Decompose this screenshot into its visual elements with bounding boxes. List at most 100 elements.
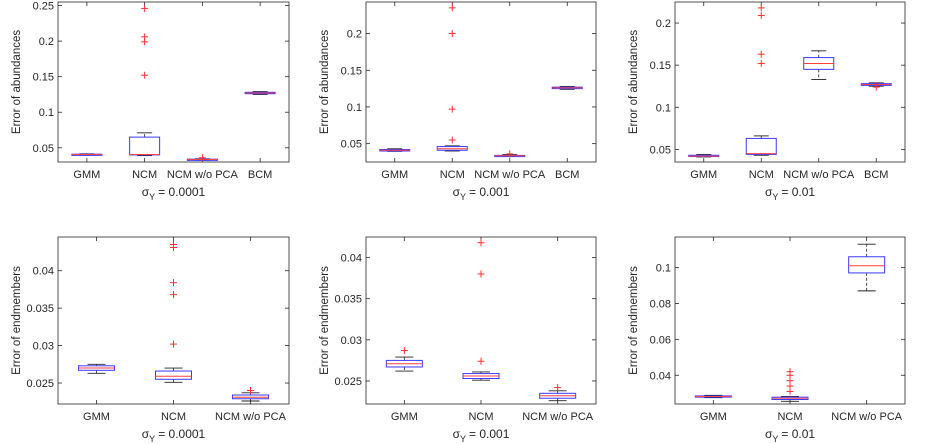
outlier-marker [141,4,149,12]
outlier-marker [170,279,177,287]
axes-frame [365,1,597,163]
x-axis-label-symbol: σ [453,427,461,441]
x-axis-label: σY = 0.001 [453,185,510,202]
x-tick-label: NCM [468,411,493,423]
y-axis-label: Error of endmembers [319,266,331,375]
outlier-marker [170,291,177,299]
outlier-marker [448,136,456,144]
outlier-marker [786,368,794,376]
box-gmm [71,153,103,156]
box-ncm-w-o-pca [186,154,218,162]
y-tick-label: 0.2 [656,18,671,30]
y-tick-label: 0.08 [650,298,671,310]
x-axis-label: σY = 0.01 [765,185,815,202]
y-tick-label: 0.1 [656,263,671,275]
y-tick-label: 0.04 [650,370,671,382]
x-tick-label: BCM [864,169,888,181]
y-tick-label: 0.035 [334,294,362,306]
x-tick-label: NCM [777,411,802,423]
y-tick-label: 0.1 [347,102,362,114]
outlier-marker [141,33,149,41]
y-tick-label: 0.2 [39,36,54,48]
x-axis-label: σY = 0.001 [453,427,510,444]
box-ncm-w-o-pca [848,243,886,292]
y-tick-label: 0.06 [650,334,671,346]
x-axis-label-subscript: Y [772,434,778,444]
x-tick-label: NCM [440,169,465,181]
x-tick-label: BCM [555,169,579,181]
box-bcm [860,82,892,91]
outlier-marker [477,239,485,247]
outlier-marker [400,347,408,355]
x-tick-label: GMM [73,169,100,181]
outlier-marker [141,71,149,79]
box-gmm [688,153,720,158]
x-axis-label-value: = 0.01 [781,185,815,199]
boxplot-panel-2: 0.05 0.1 0.15 0.2 Error of abundances GMM NCM N… [319,1,597,202]
y-tick-label: 0.25 [33,1,54,13]
x-tick-label: NCM [161,411,186,423]
outlier-marker [757,11,765,19]
box-gmm [379,148,411,152]
boxplot-panel-4: 0.025 0.03 0.035 0.04 Error of endmembers GMM… [11,236,290,444]
box-ncm-w-o-pca [803,50,835,80]
axes-frame [57,1,290,163]
iqr-box [745,137,777,155]
iqr-box [155,370,192,380]
boxplot-panel-3: 0.05 0.1 0.15 0.2 Error of abundances GMM NCM N… [628,1,906,202]
box-gmm [78,363,115,374]
outlier-marker [757,59,765,67]
y-tick-label: 0.15 [33,72,54,84]
y-axis-label: Error of endmembers [11,266,23,375]
x-tick-label: GMM [83,411,110,423]
y-tick-label: 0.03 [33,341,54,353]
x-tick-label: NCM w/o PCA [783,169,855,181]
x-axis-label-subscript: Y [460,434,466,444]
y-tick-label: 0.1 [656,102,671,114]
x-axis-label-subscript: Y [149,434,155,444]
x-axis-label-subscript: Y [149,192,155,202]
x-axis-label-value: = 0.0001 [158,427,205,441]
axes-frame [674,1,906,163]
outlier-marker [554,384,562,392]
outlier-marker [477,357,485,365]
x-axis-label-symbol: σ [765,185,773,199]
box-ncm-w-o-pca [494,150,526,158]
box-ncm [745,4,777,156]
outlier-marker [448,30,456,38]
x-axis-label-symbol: σ [765,427,773,441]
outlier-marker [198,154,206,162]
x-axis-label: σY = 0.0001 [142,185,206,202]
y-tick-label: 0.04 [33,266,54,278]
y-tick-label: 0.04 [341,253,362,265]
y-tick-label: 0.035 [26,303,54,315]
box-bcm [244,91,276,95]
y-tick-label: 0.025 [26,378,54,390]
outlier-marker [757,4,765,12]
outlier-marker [247,387,254,395]
x-axis-label-value: = 0.0001 [158,185,205,199]
y-tick-label: 0.05 [341,139,362,151]
x-tick-label: NCM w/o PCA [522,411,594,423]
x-axis-label-value: = 0.001 [469,185,510,199]
outlier-marker [872,83,880,91]
x-tick-label: GMM [690,169,717,181]
y-tick-label: 0.15 [650,60,671,72]
box-ncm [129,4,161,157]
x-tick-label: GMM [391,411,418,423]
x-axis-label-symbol: σ [142,427,150,441]
x-axis-label-value: = 0.001 [469,427,510,441]
x-tick-label: NCM w/o PCA [167,169,239,181]
x-axis-label: σY = 0.0001 [142,427,206,444]
x-tick-label: NCM w/o PCA [215,411,287,423]
x-axis-label-symbol: σ [453,185,461,199]
outlier-marker [170,340,177,348]
boxplot-panel-5: 0.025 0.03 0.035 0.04 Error of endmembers GMM… [319,236,597,444]
boxplot-panel-1: 0.05 0.1 0.15 0.2 0.25 Error of abundances GMM… [11,1,290,202]
iqr-box [129,136,161,156]
x-tick-label: BCM [248,169,272,181]
outlier-marker [506,150,514,158]
x-axis-label: σY = 0.01 [765,427,815,444]
box-ncm-w-o-pca [232,387,269,402]
box-bcm [551,85,583,90]
